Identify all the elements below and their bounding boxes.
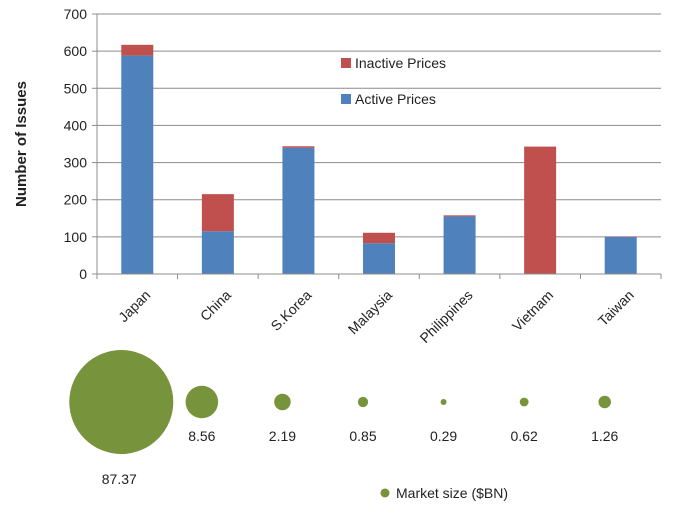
bubble-china — [186, 386, 219, 419]
bubble-label-japan: 87.37 — [102, 471, 137, 487]
bar-active-prices-china — [202, 231, 234, 274]
bar-inactive-prices-malaysia — [363, 233, 395, 243]
y-tick-label-300: 300 — [64, 155, 88, 171]
y-tick-label-200: 200 — [64, 192, 88, 208]
bar-inactive-prices-s-korea — [282, 146, 314, 147]
x-tick-label-japan: Japan — [115, 287, 153, 325]
bubble-taiwan — [598, 396, 610, 408]
bubble-label-china: 8.56 — [188, 428, 215, 444]
bubble-label-s-korea: 2.19 — [269, 428, 296, 444]
legend-swatch-active-prices — [341, 94, 351, 104]
x-tick-label-vietnam: Vietnam — [509, 287, 556, 334]
bubble-japan — [69, 350, 173, 454]
bubble-malaysia — [358, 397, 368, 407]
bar-active-prices-malaysia — [363, 243, 395, 274]
legend-swatch-market-size — [381, 489, 390, 498]
x-tick-label-s-korea: S.Korea — [267, 287, 314, 334]
bubble-label-taiwan: 1.26 — [591, 428, 618, 444]
bar-active-prices-philippines — [444, 216, 476, 274]
bubble-label-philippines: 0.29 — [430, 428, 457, 444]
bar-active-prices-taiwan — [605, 237, 637, 274]
legend-swatch-inactive-prices — [341, 58, 351, 68]
y-tick-label-400: 400 — [64, 117, 88, 133]
y-tick-label-700: 700 — [64, 6, 88, 22]
y-tick-label-100: 100 — [64, 229, 88, 245]
y-tick-label-0: 0 — [79, 266, 87, 282]
x-tick-label-taiwan: Taiwan — [595, 287, 637, 329]
x-tick-label-philippines: Philippines — [416, 287, 475, 346]
x-tick-label-malaysia: Malaysia — [345, 287, 396, 338]
bubble-vietnam — [520, 398, 529, 407]
bar-inactive-prices-vietnam — [524, 147, 556, 274]
x-tick-label-china: China — [197, 287, 234, 324]
bar-active-prices-japan — [121, 56, 153, 274]
bar-inactive-prices-philippines — [444, 215, 476, 216]
bar-inactive-prices-china — [202, 194, 234, 231]
bubble-label-malaysia: 0.85 — [349, 428, 376, 444]
bar-active-prices-s-korea — [282, 148, 314, 274]
legend-label-market-size: Market size ($BN) — [396, 485, 508, 501]
legend-label-active-prices: Active Prices — [355, 91, 436, 107]
y-tick-label-500: 500 — [64, 80, 88, 96]
bar-inactive-prices-japan — [121, 45, 153, 56]
bubble-philippines — [441, 399, 447, 405]
y-axis-title: Number of Issues — [13, 81, 30, 207]
legend-label-inactive-prices: Inactive Prices — [355, 55, 446, 71]
y-tick-label-600: 600 — [64, 43, 88, 59]
bubble-label-vietnam: 0.62 — [511, 428, 538, 444]
bubble-s-korea — [274, 394, 290, 410]
